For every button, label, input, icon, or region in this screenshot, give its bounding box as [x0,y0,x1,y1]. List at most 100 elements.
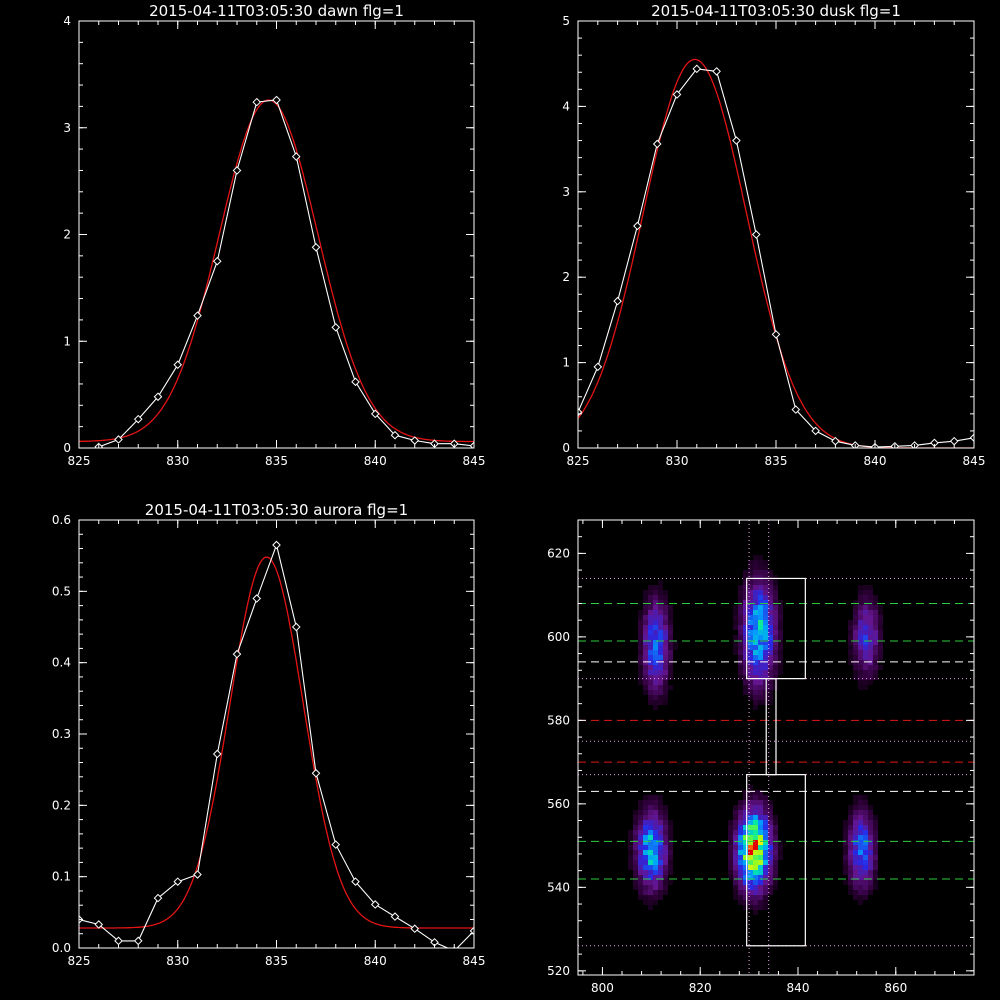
heatmap-cell [653,585,658,590]
heatmap-cell [778,640,783,645]
y-tick-label: 560 [547,797,570,811]
heatmap-cell [663,890,668,895]
heatmap-cell [753,680,758,685]
heatmap-cell [773,630,778,635]
heatmap-cell [778,665,783,670]
heatmap-cell [758,600,763,605]
heatmap-cell [848,620,853,625]
heatmap-cell [873,605,878,610]
heatmap-cell [628,830,633,835]
heatmap-cell [738,595,743,600]
heatmap-cell [773,610,778,615]
heatmap-cell [873,855,878,860]
heatmap-cell [743,610,748,615]
heatmap-cell [858,595,863,600]
heatmap-cell [763,905,768,910]
heatmap-cell [758,695,763,700]
heatmap-cell [658,605,663,610]
heatmap-cell [873,885,878,890]
heatmap-cell [733,870,738,875]
heatmap-cell [743,580,748,585]
heatmap-cell [768,570,773,575]
heatmap-cell [848,860,853,865]
heatmap-cell [673,645,678,650]
heatmap-cell [748,605,753,610]
heatmap-cell [853,820,858,825]
heatmap-cell [748,825,753,830]
heatmap-cell [768,830,773,835]
heatmap-cell [643,845,648,850]
heatmap-cell [763,630,768,635]
data-line [578,68,974,448]
heatmap-cell [858,830,863,835]
heatmap-cell [748,820,753,825]
heatmap-cell [653,805,658,810]
heatmap-cell [863,810,868,815]
heatmap-cell [863,640,868,645]
heatmap-cell [853,795,858,800]
heatmap-cell [653,645,658,650]
heatmap-cell [658,700,663,705]
heatmap-cell [868,640,873,645]
heatmap-cell [773,675,778,680]
heatmap-cell [748,795,753,800]
heatmap-cell [763,795,768,800]
heatmap-cell [663,860,668,865]
plot-frame [577,519,975,976]
heatmap-cell [763,875,768,880]
heatmap-cell [633,850,638,855]
heatmap-cell [868,830,873,835]
heatmap-cell [653,625,658,630]
heatmap-cell [668,865,673,870]
heatmap-cell [858,610,863,615]
heatmap-cell [773,625,778,630]
heatmap-cell [748,625,753,630]
heatmap-cell [868,595,873,600]
x-tick-label: 835 [265,454,288,468]
heatmap-cell [758,830,763,835]
heatmap-cell [868,825,873,830]
heatmap-cell [853,630,858,635]
heatmap-cell [638,675,643,680]
heatmap-cell [758,645,763,650]
heatmap-cell [653,875,658,880]
heatmap-cell [743,795,748,800]
heatmap-cell [753,835,758,840]
data-point [114,435,123,444]
heatmap-cell [763,620,768,625]
heatmap-cell [653,865,658,870]
heatmap-cell [653,700,658,705]
heatmap-cell [663,885,668,890]
heatmap-cell [638,825,643,830]
heatmap-cell [653,800,658,805]
heatmap-cell [668,880,673,885]
heatmap-cell [658,805,663,810]
heatmap-cell [773,855,778,860]
heatmap-cell [728,870,733,875]
x-tick-label: 845 [463,954,486,968]
heatmap-cell [733,895,738,900]
y-tick-label: 0.6 [52,513,71,527]
heatmap-cell [653,690,658,695]
heatmap-cell [738,875,743,880]
heatmap-cell [743,595,748,600]
heatmap-cell [848,845,853,850]
heatmap-cell [733,860,738,865]
y-tick-label: 580 [547,713,570,727]
heatmap-cell [733,805,738,810]
heatmap-cell [638,870,643,875]
heatmap-cell [758,840,763,845]
heatmap-cell [738,860,743,865]
heatmap-cell [858,625,863,630]
heatmap-cell [733,650,738,655]
heatmap-cell [753,850,758,855]
heatmap-cell [773,650,778,655]
heatmap-cell [863,620,868,625]
heatmap-cell [858,800,863,805]
heatmap-cell [748,565,753,570]
heatmap-cell [778,620,783,625]
heatmap-cell [863,660,868,665]
heatmap-cell [763,850,768,855]
heatmap-cell [663,880,668,885]
fit-curve [79,99,474,443]
